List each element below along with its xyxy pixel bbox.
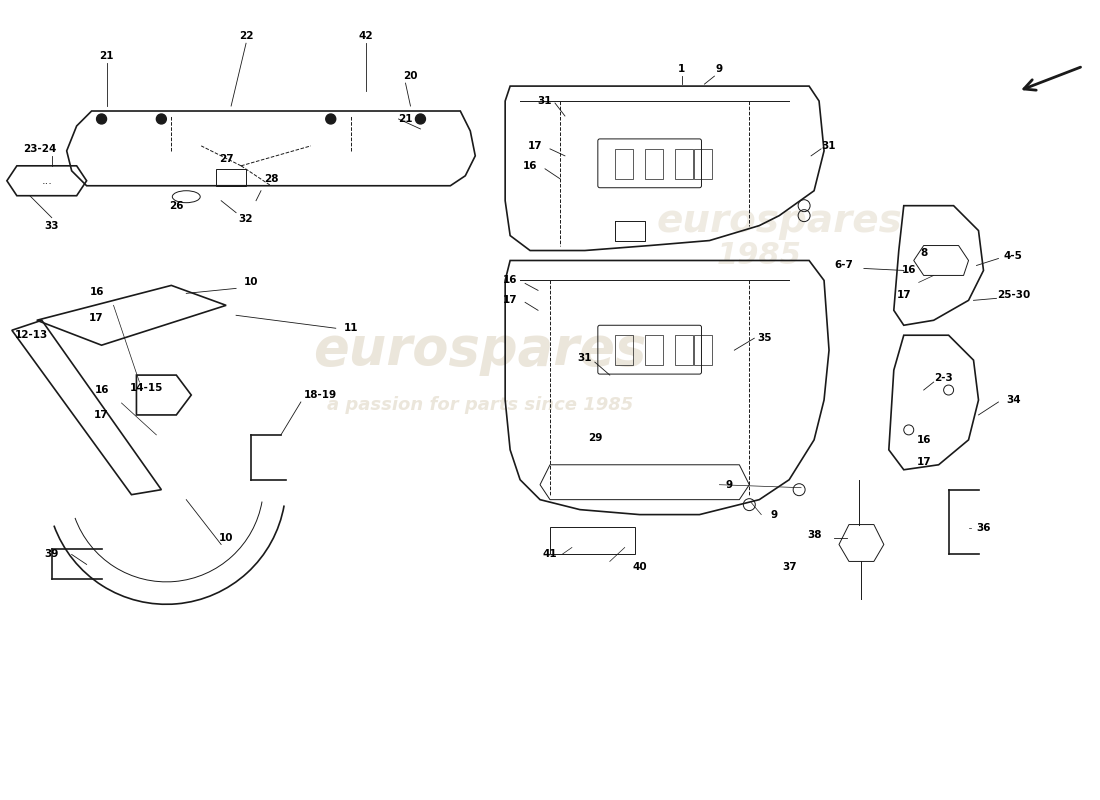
Text: 11: 11	[343, 323, 358, 334]
Text: 27: 27	[219, 154, 233, 164]
Text: 14-15: 14-15	[130, 383, 163, 393]
Bar	[674, 335, 693, 365]
Text: 8: 8	[920, 247, 927, 258]
Text: 9: 9	[726, 480, 733, 490]
Bar	[615, 335, 632, 365]
Text: eurospares: eurospares	[314, 324, 647, 376]
Text: 17: 17	[503, 295, 517, 306]
Text: 38: 38	[806, 530, 822, 539]
Text: 16: 16	[503, 275, 517, 286]
Text: 40: 40	[632, 562, 647, 573]
Text: 18-19: 18-19	[305, 390, 338, 400]
Text: 34: 34	[1006, 395, 1021, 405]
Text: 12-13: 12-13	[15, 330, 48, 340]
Text: a passion for parts since 1985: a passion for parts since 1985	[327, 396, 634, 414]
Bar	[645, 335, 662, 365]
Text: 17: 17	[95, 410, 109, 420]
Text: 31: 31	[578, 353, 592, 363]
Text: 31: 31	[538, 96, 552, 106]
Text: 16: 16	[95, 385, 109, 395]
Text: 17: 17	[916, 457, 931, 466]
Text: 4-5: 4-5	[1004, 250, 1023, 261]
Text: 35: 35	[757, 334, 771, 343]
Text: 9: 9	[716, 64, 723, 74]
Text: 31: 31	[822, 141, 836, 151]
Text: 33: 33	[44, 221, 59, 230]
Text: 9: 9	[771, 510, 778, 520]
Circle shape	[326, 114, 336, 124]
Text: 17: 17	[89, 314, 103, 323]
Bar	[674, 149, 693, 178]
Text: 36: 36	[976, 522, 991, 533]
Bar	[550, 526, 635, 554]
Text: 22: 22	[239, 31, 253, 42]
Text: 26: 26	[169, 201, 184, 210]
Text: 16: 16	[89, 287, 103, 298]
Text: 17: 17	[896, 290, 911, 300]
Text: 6-7: 6-7	[835, 261, 854, 270]
Text: 10: 10	[219, 533, 233, 542]
Text: 16: 16	[916, 435, 931, 445]
Text: 23-24: 23-24	[23, 144, 56, 154]
Text: 39: 39	[44, 550, 59, 559]
Bar	[645, 149, 662, 178]
Text: 41: 41	[542, 550, 558, 559]
Text: 10: 10	[244, 278, 258, 287]
Text: 21: 21	[99, 51, 113, 61]
Text: ...: ...	[42, 176, 52, 186]
Bar	[615, 149, 632, 178]
Circle shape	[97, 114, 107, 124]
Bar	[694, 149, 713, 178]
Text: 37: 37	[782, 562, 796, 573]
Text: 32: 32	[239, 214, 253, 224]
Text: 1: 1	[678, 64, 685, 74]
Text: 25-30: 25-30	[997, 290, 1030, 300]
Text: 1985: 1985	[717, 241, 802, 270]
Text: 17: 17	[528, 141, 542, 151]
Text: 16: 16	[522, 161, 537, 171]
Text: 16: 16	[902, 266, 916, 275]
Text: 20: 20	[404, 71, 418, 81]
Text: eurospares: eurospares	[657, 202, 902, 240]
FancyArrowPatch shape	[1024, 67, 1080, 90]
Text: 2-3: 2-3	[934, 373, 953, 383]
Text: 29: 29	[587, 433, 602, 443]
Text: 21: 21	[398, 114, 412, 124]
Circle shape	[416, 114, 426, 124]
Bar	[694, 335, 713, 365]
Circle shape	[156, 114, 166, 124]
Text: 42: 42	[359, 31, 373, 42]
Text: 28: 28	[264, 174, 278, 184]
